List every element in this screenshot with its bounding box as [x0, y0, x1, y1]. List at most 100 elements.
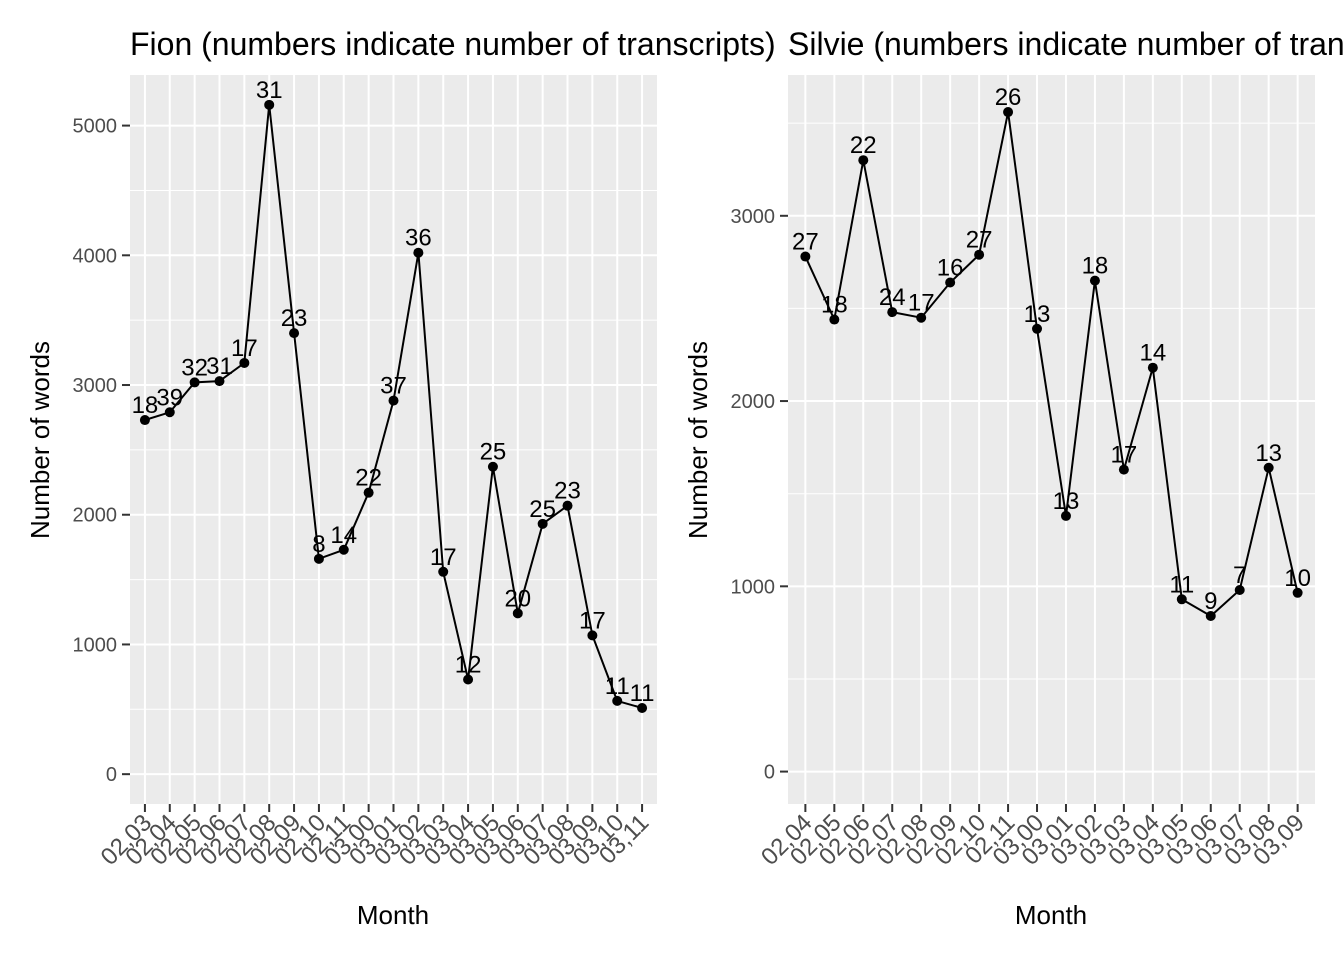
y-axis-title-silvie: Number of words	[683, 341, 713, 539]
y-tick-label: 1000	[73, 634, 118, 656]
data-label: 36	[405, 225, 432, 252]
data-point	[264, 99, 275, 110]
y-tick-label: 3000	[73, 375, 118, 397]
data-point	[562, 500, 573, 511]
data-label: 17	[430, 544, 457, 571]
chart-title-fion: Fion (numbers indicate number of transcr…	[130, 26, 776, 62]
data-label: 22	[355, 465, 382, 492]
data-label: 9	[1204, 588, 1217, 615]
data-point	[612, 695, 623, 706]
data-label: 18	[1082, 253, 1109, 280]
data-point	[1060, 510, 1071, 521]
y-tick-label: 0	[764, 762, 775, 784]
data-label: 17	[908, 290, 935, 317]
data-label: 10	[1284, 565, 1311, 592]
data-point	[313, 553, 324, 564]
data-label: 13	[1053, 488, 1080, 515]
series-line-silvie	[804, 111, 1299, 618]
data-label: 23	[281, 305, 308, 332]
data-label: 23	[554, 478, 581, 505]
y-tick-label: 4000	[73, 245, 118, 267]
data-label: 8	[312, 531, 325, 558]
chart-fion: Fion (numbers indicate number of transcr…	[25, 26, 776, 930]
data-label: 22	[850, 132, 877, 159]
data-label: 39	[156, 384, 183, 411]
plot-panel-silvie	[788, 75, 1315, 804]
y-tick-label: 5000	[73, 116, 118, 138]
chart-silvie: Silvie (numbers indicate number of trans…	[683, 26, 1344, 930]
data-label: 17	[231, 335, 258, 362]
data-point	[1089, 275, 1100, 286]
data-point	[587, 630, 598, 641]
data-label: 25	[529, 496, 556, 523]
data-label: 16	[937, 254, 964, 281]
data-label: 26	[995, 84, 1022, 111]
data-point	[916, 312, 927, 323]
data-point	[363, 487, 374, 498]
y-tick-label: 1000	[731, 576, 776, 598]
data-point	[1234, 585, 1245, 596]
chart-title-silvie: Silvie (numbers indicate number of trans…	[788, 26, 1344, 62]
data-point	[438, 566, 449, 577]
data-label: 18	[132, 392, 159, 419]
data-label: 17	[1111, 442, 1138, 469]
data-label: 20	[504, 585, 531, 612]
y-tick-label: 2000	[73, 505, 118, 527]
y-tick-label: 0	[106, 764, 117, 786]
data-point	[1147, 362, 1158, 373]
data-label: 7	[1233, 562, 1246, 589]
data-point	[189, 377, 200, 388]
data-point	[800, 251, 811, 262]
data-point	[1118, 464, 1129, 475]
data-point	[1263, 462, 1274, 473]
data-point	[289, 328, 300, 339]
data-point	[1176, 594, 1187, 605]
data-point	[413, 247, 424, 258]
y-tick-label: 2000	[731, 391, 776, 413]
data-label: 27	[792, 229, 819, 256]
data-point	[388, 395, 399, 406]
data-point	[1205, 610, 1216, 621]
data-label: 14	[330, 522, 357, 549]
data-label: 24	[879, 284, 906, 311]
data-label: 32	[181, 354, 208, 381]
data-label: 25	[480, 439, 507, 466]
data-point	[487, 461, 498, 472]
data-point	[139, 415, 150, 426]
data-point	[512, 608, 523, 619]
data-point	[214, 376, 225, 387]
data-point	[239, 357, 250, 368]
x-axis-title-fion: Month	[357, 900, 429, 930]
data-point	[945, 277, 956, 288]
data-label: 12	[455, 651, 482, 678]
y-axis-title-fion: Number of words	[25, 341, 55, 539]
data-label: 31	[206, 353, 233, 380]
data-point	[1292, 587, 1303, 598]
data-label: 27	[966, 227, 993, 254]
data-label: 14	[1139, 340, 1166, 367]
data-point	[858, 155, 869, 166]
data-label: 11	[1169, 571, 1194, 598]
data-point	[974, 249, 985, 260]
data-point	[1003, 107, 1014, 118]
data-point	[164, 407, 175, 418]
data-point	[829, 314, 840, 325]
data-label: 37	[380, 373, 407, 400]
data-point	[537, 518, 548, 529]
y-tick-label: 3000	[731, 206, 776, 228]
data-point	[1032, 323, 1043, 334]
data-label: 31	[256, 77, 283, 104]
data-label: 13	[1255, 440, 1282, 467]
data-label: 13	[1024, 301, 1051, 328]
data-point	[637, 703, 648, 714]
data-point	[887, 307, 898, 318]
data-label: 11	[605, 673, 630, 700]
data-label: 11	[630, 680, 655, 707]
gridlines-silvie	[788, 75, 1315, 804]
data-label: 18	[821, 292, 848, 319]
data-point	[338, 544, 349, 555]
x-axis-title-silvie: Month	[1015, 900, 1087, 930]
